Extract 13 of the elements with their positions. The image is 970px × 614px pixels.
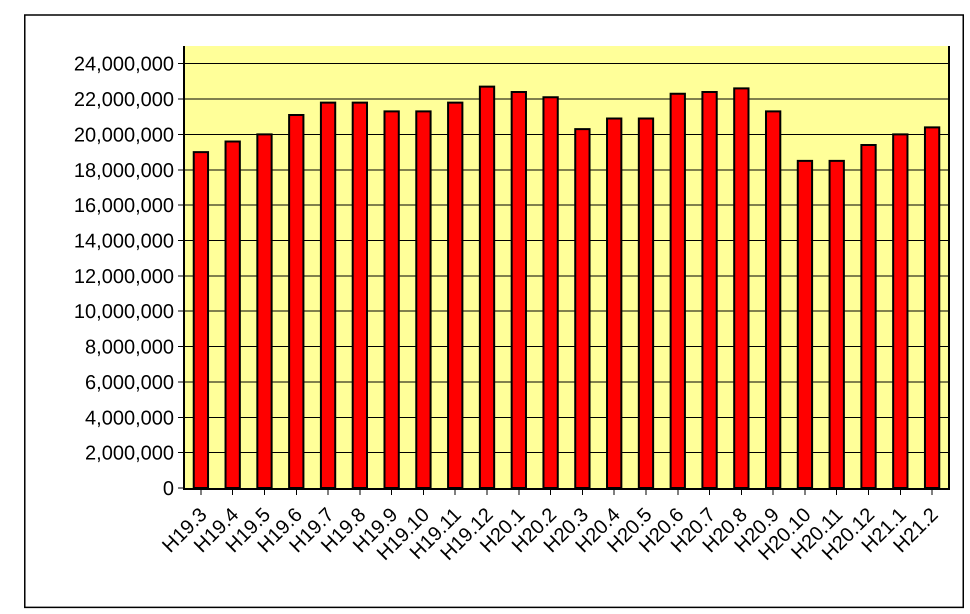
y-tick-label: 16,000,000 — [74, 195, 174, 218]
y-tick-label: 24,000,000 — [74, 54, 174, 76]
y-tick-label: 0 — [162, 478, 174, 500]
y-tick-label: 12,000,000 — [74, 266, 174, 288]
y-tick-label: 20,000,000 — [74, 124, 174, 146]
y-tick-label: 14,000,000 — [74, 230, 174, 252]
y-tick-label: 2,000,000 — [85, 442, 174, 465]
y-tick-label: 8,000,000 — [85, 336, 174, 359]
y-tick-label: 18,000,000 — [74, 160, 174, 182]
y-tick-label: 4,000,000 — [85, 407, 174, 430]
y-tick-label: 6,000,000 — [85, 372, 174, 394]
y-tick-label: 10,000,000 — [74, 301, 174, 324]
y-tick-label: 22,000,000 — [74, 89, 174, 112]
